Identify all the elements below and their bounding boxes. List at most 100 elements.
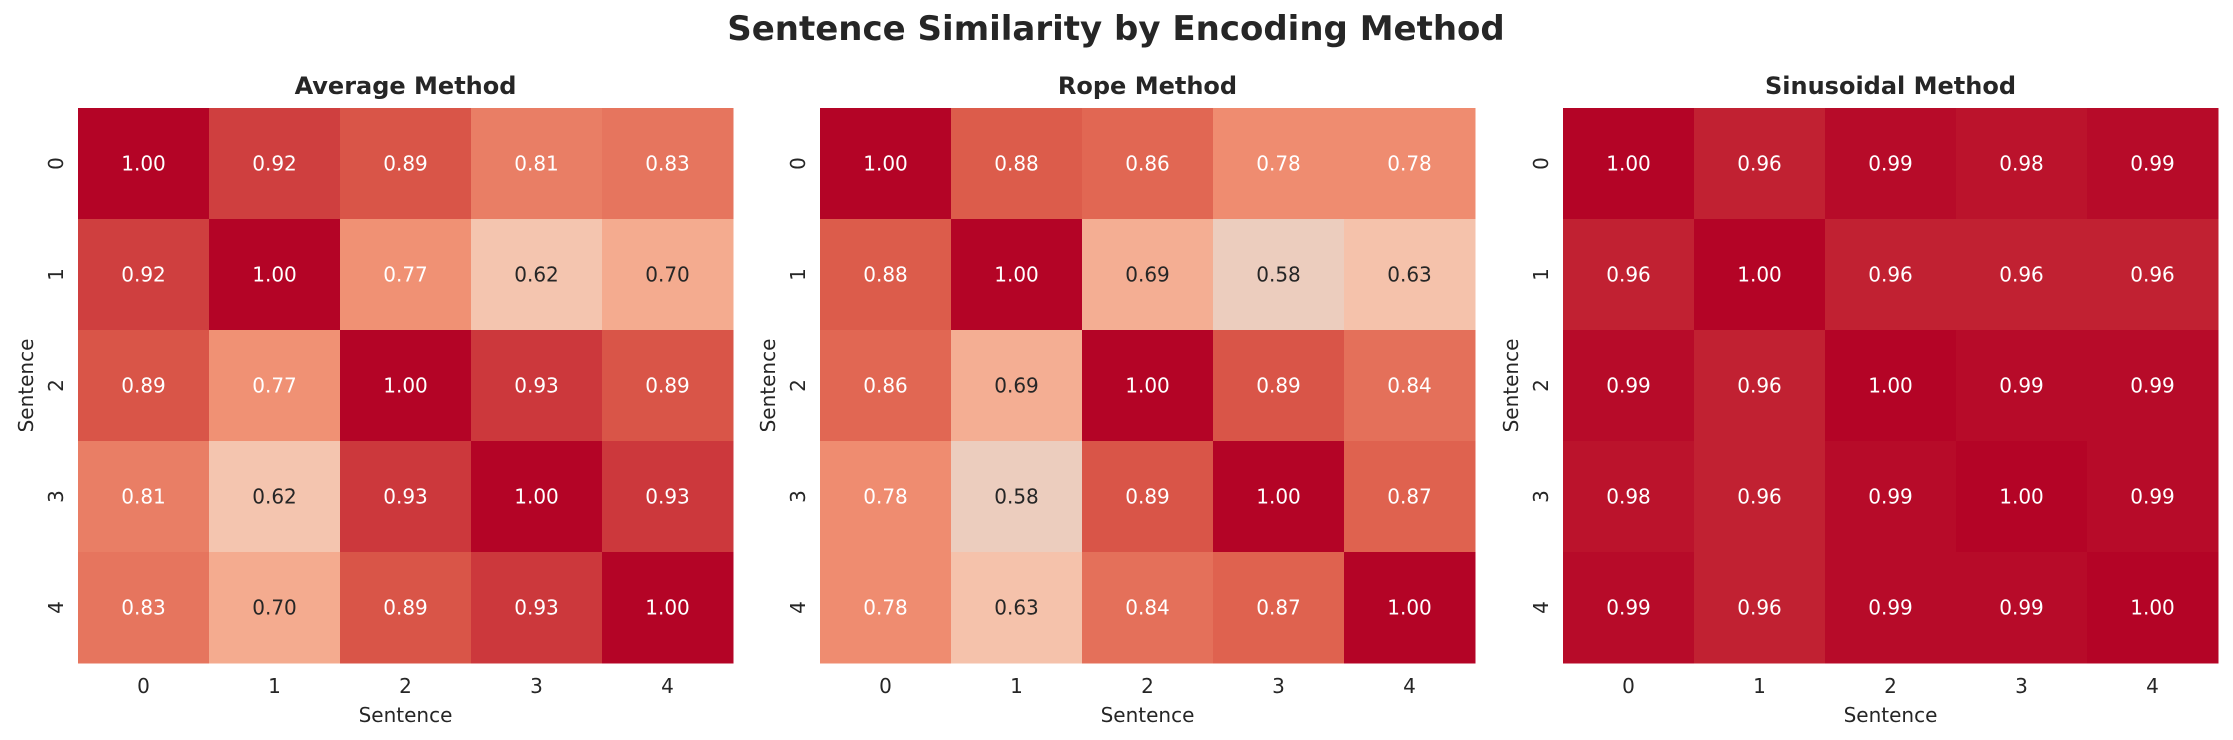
heatmap-cell	[1825, 330, 1957, 442]
heatmap-cell	[78, 441, 210, 553]
cell-value-label: 1.00	[1737, 263, 1782, 287]
heatmap-cell	[951, 219, 1083, 331]
y-tick-label: 1	[1529, 268, 1553, 281]
cell-value-label: 0.99	[2130, 485, 2175, 509]
heatmap-panel-1: Average Method 1.00 0.92 0.89 0.81 0.83 0.92 1.…	[14, 72, 734, 727]
heatmap-cell	[602, 441, 734, 553]
heatmap-cell	[2087, 441, 2219, 553]
cell-value-label: 0.96	[1606, 263, 1651, 287]
y-tick-label: 4	[1529, 601, 1553, 614]
x-tick-label: 2	[1884, 674, 1897, 698]
y-tick-label: 2	[44, 379, 68, 392]
cell-value-label: 0.78	[863, 485, 908, 509]
heatmap-cell	[1694, 108, 1826, 220]
cell-value-label: 0.83	[121, 596, 166, 620]
heatmap-cell	[2087, 108, 2219, 220]
cell-value-label: 1.00	[1606, 152, 1651, 176]
heatmap-cell	[1344, 219, 1476, 331]
heatmap-cell	[820, 108, 952, 220]
heatmap-cell	[951, 330, 1083, 442]
cell-value-label: 0.78	[863, 596, 908, 620]
cell-value-label: 0.93	[383, 485, 428, 509]
cell-value-label: 0.93	[514, 596, 559, 620]
cell-value-label: 0.86	[863, 374, 908, 398]
heatmap-cell	[78, 219, 210, 331]
cell-value-label: 1.00	[2130, 596, 2175, 620]
cell-value-label: 0.81	[121, 485, 166, 509]
heatmap-cell	[602, 108, 734, 220]
y-tick-label: 3	[44, 490, 68, 503]
heatmap-cell	[1082, 108, 1214, 220]
cell-value-label: 1.00	[1999, 485, 2044, 509]
heatmap-cell	[951, 108, 1083, 220]
heatmap-cell	[1694, 441, 1826, 553]
heatmap-cell	[1082, 441, 1214, 553]
cell-value-label: 0.69	[994, 374, 1039, 398]
cell-value-label: 0.62	[252, 485, 297, 509]
cell-value-label: 0.96	[2130, 263, 2175, 287]
heatmap-cell	[1694, 330, 1826, 442]
panel-title: Sinusoidal Method	[1765, 72, 2016, 100]
cell-value-label: 0.89	[1125, 485, 1170, 509]
x-tick-label: 4	[1403, 674, 1416, 698]
cell-value-label: 0.92	[252, 152, 297, 176]
cell-value-label: 0.58	[1256, 263, 1301, 287]
cell-value-label: 0.88	[994, 152, 1039, 176]
figure-title: Sentence Similarity by Encoding Method	[727, 9, 1505, 49]
heatmap-cell	[1825, 441, 1957, 553]
panel-title: Rope Method	[1058, 72, 1237, 100]
x-tick-label: 0	[879, 674, 892, 698]
cell-value-label: 0.86	[1125, 152, 1170, 176]
x-axis-label: Sentence	[1101, 703, 1195, 727]
heatmap-cell	[1213, 108, 1345, 220]
cell-value-label: 1.00	[1125, 374, 1170, 398]
cell-value-label: 0.77	[383, 263, 428, 287]
y-axis-label: Sentence	[14, 339, 38, 433]
cell-value-label: 0.84	[1387, 374, 1432, 398]
cell-value-label: 1.00	[1387, 596, 1432, 620]
cell-value-label: 1.00	[1256, 485, 1301, 509]
cell-value-label: 0.89	[383, 596, 428, 620]
cell-value-label: 0.99	[1606, 596, 1651, 620]
heatmap-cell	[209, 219, 341, 331]
cell-value-label: 0.78	[1256, 152, 1301, 176]
heatmap-cell	[209, 552, 341, 664]
cell-value-label: 0.99	[2130, 374, 2175, 398]
x-tick-label: 1	[1010, 674, 1023, 698]
heatmap-cell	[209, 441, 341, 553]
cell-value-label: 0.70	[252, 596, 297, 620]
heatmap-cell	[340, 330, 472, 442]
heatmap-cell	[471, 441, 603, 553]
heatmap-cell	[1694, 219, 1826, 331]
heatmap-cell	[340, 552, 472, 664]
heatmap-cell	[1956, 330, 2088, 442]
heatmap-cell	[1694, 552, 1826, 664]
y-tick-label: 1	[786, 268, 810, 281]
cell-value-label: 0.78	[1387, 152, 1432, 176]
cell-value-label: 1.00	[863, 152, 908, 176]
y-tick-label: 0	[786, 157, 810, 170]
heatmap-cell	[602, 330, 734, 442]
heatmap-cell	[1563, 219, 1695, 331]
heatmap-cell	[1344, 330, 1476, 442]
cell-value-label: 0.69	[1125, 263, 1170, 287]
cell-value-label: 0.84	[1125, 596, 1170, 620]
x-tick-label: 2	[399, 674, 412, 698]
cell-value-label: 0.87	[1256, 596, 1301, 620]
heatmap-cell	[1825, 108, 1957, 220]
cell-value-label: 0.87	[1387, 485, 1432, 509]
heatmap-cell	[1825, 219, 1957, 331]
cell-value-label: 0.93	[645, 485, 690, 509]
x-tick-label: 3	[2015, 674, 2028, 698]
cell-value-label: 0.63	[994, 596, 1039, 620]
cell-value-label: 1.00	[994, 263, 1039, 287]
y-tick-label: 4	[786, 601, 810, 614]
y-tick-label: 3	[786, 490, 810, 503]
y-tick-label: 2	[786, 379, 810, 392]
heatmap-cell	[1956, 552, 2088, 664]
heatmap-cell	[820, 552, 952, 664]
x-tick-label: 3	[530, 674, 543, 698]
heatmap-cell	[1563, 108, 1695, 220]
cell-value-label: 0.70	[645, 263, 690, 287]
x-tick-label: 1	[1753, 674, 1766, 698]
